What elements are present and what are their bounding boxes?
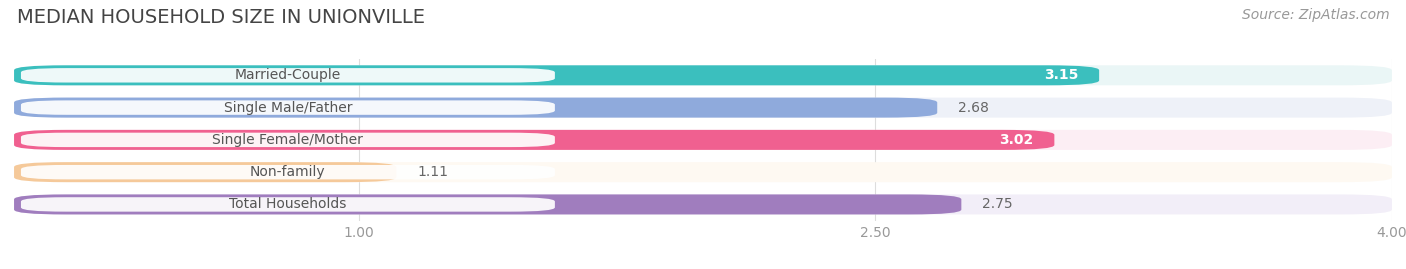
Text: Total Households: Total Households (229, 197, 347, 211)
FancyBboxPatch shape (14, 65, 1099, 85)
FancyBboxPatch shape (21, 68, 555, 83)
FancyBboxPatch shape (21, 100, 555, 115)
FancyBboxPatch shape (14, 162, 396, 182)
Text: 1.11: 1.11 (418, 165, 449, 179)
Text: 3.02: 3.02 (1000, 133, 1033, 147)
FancyBboxPatch shape (14, 194, 962, 214)
FancyBboxPatch shape (21, 133, 555, 147)
Text: 2.68: 2.68 (957, 101, 988, 115)
FancyBboxPatch shape (21, 165, 555, 179)
FancyBboxPatch shape (14, 98, 938, 118)
Text: 2.75: 2.75 (981, 197, 1012, 211)
FancyBboxPatch shape (14, 98, 1392, 118)
Text: 3.15: 3.15 (1045, 68, 1078, 82)
Text: Married-Couple: Married-Couple (235, 68, 342, 82)
FancyBboxPatch shape (14, 130, 1392, 150)
FancyBboxPatch shape (14, 65, 1392, 85)
Text: Non-family: Non-family (250, 165, 326, 179)
Text: MEDIAN HOUSEHOLD SIZE IN UNIONVILLE: MEDIAN HOUSEHOLD SIZE IN UNIONVILLE (17, 8, 425, 27)
FancyBboxPatch shape (14, 194, 1392, 214)
FancyBboxPatch shape (21, 197, 555, 212)
Text: Source: ZipAtlas.com: Source: ZipAtlas.com (1241, 8, 1389, 22)
Text: Single Male/Father: Single Male/Father (224, 101, 352, 115)
FancyBboxPatch shape (14, 162, 1392, 182)
Text: Single Female/Mother: Single Female/Mother (212, 133, 363, 147)
FancyBboxPatch shape (14, 130, 1054, 150)
